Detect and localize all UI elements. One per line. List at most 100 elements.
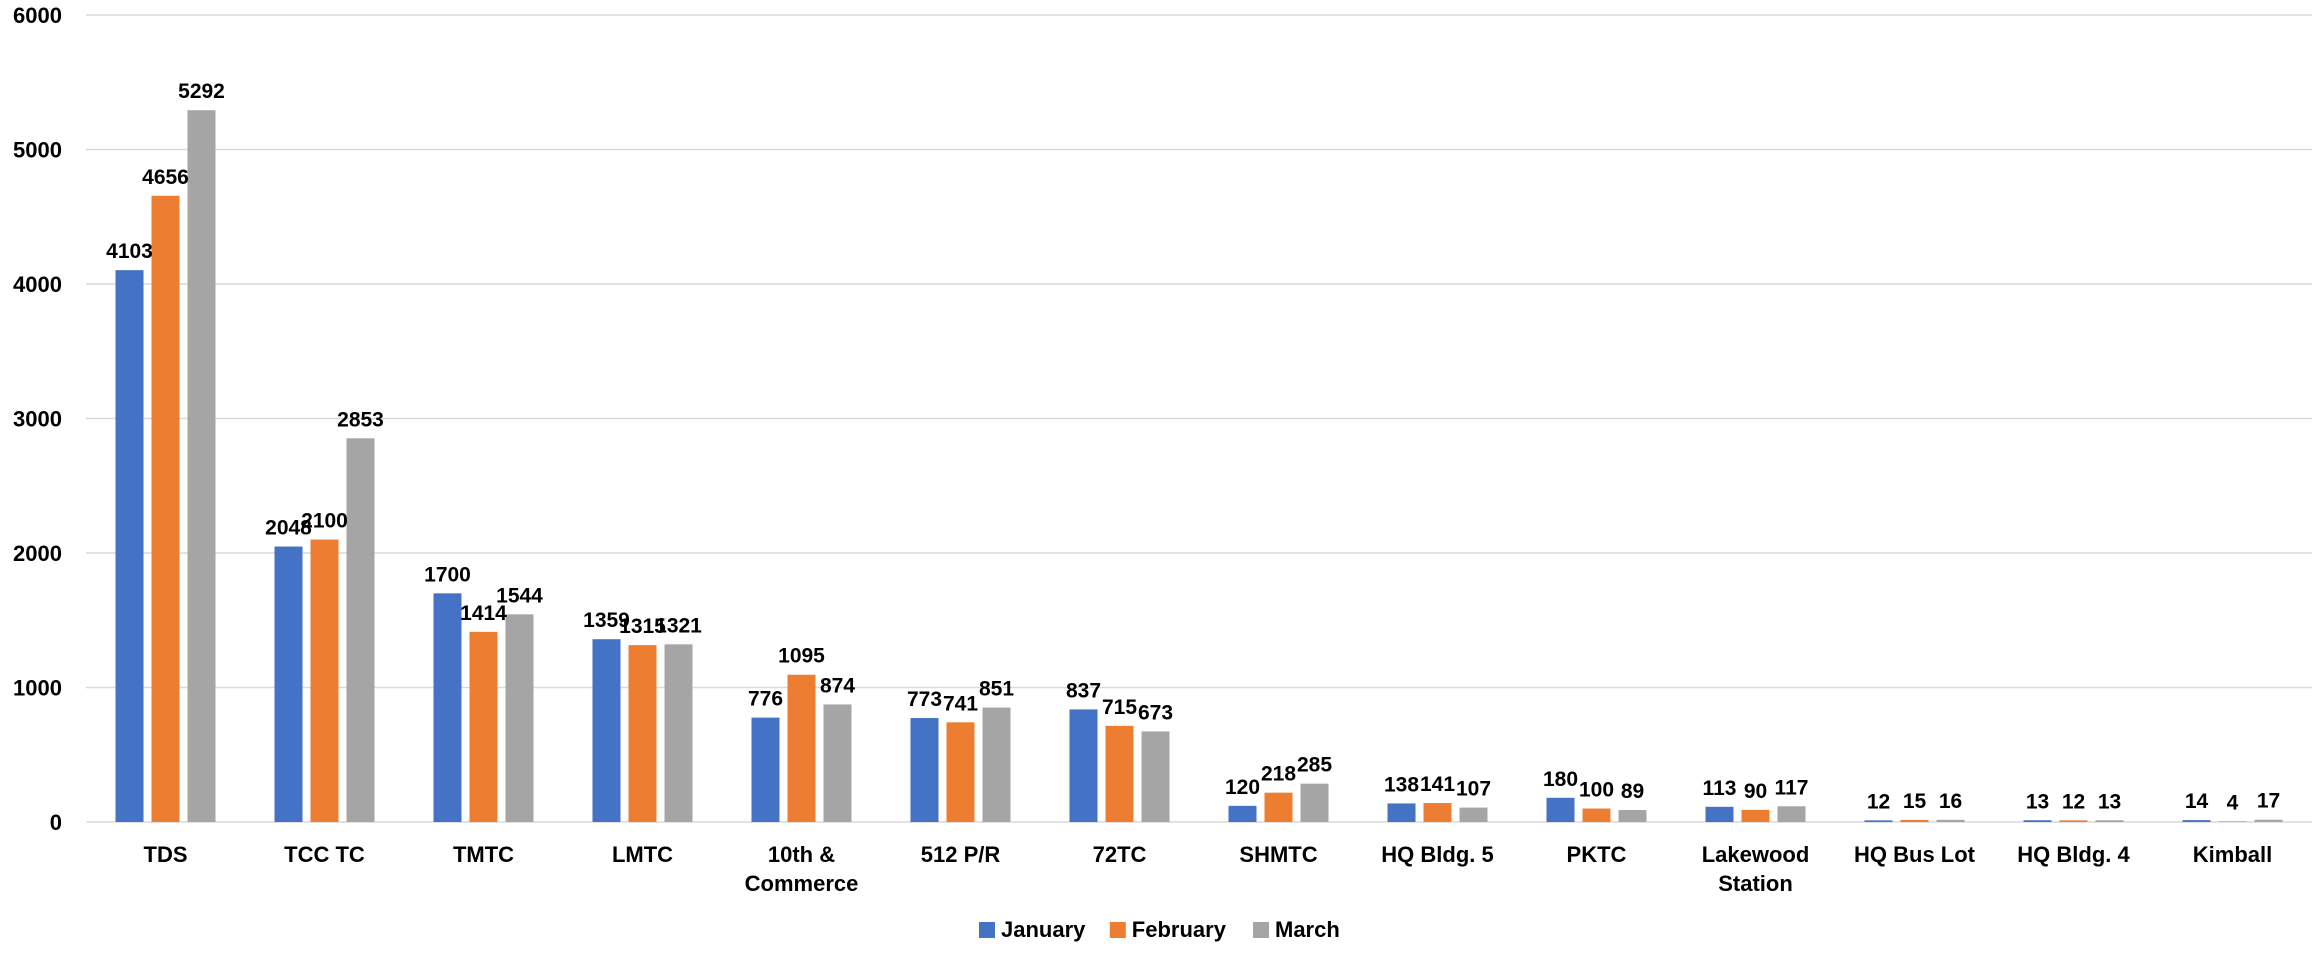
- y-tick-label: 6000: [13, 3, 62, 28]
- category-label: TDS: [144, 842, 188, 867]
- bar-march: [1300, 783, 1329, 822]
- bar-january: [1387, 803, 1416, 822]
- data-label: 776: [748, 688, 783, 711]
- legend-swatch-february: [1109, 922, 1126, 938]
- data-label: 89: [1621, 780, 1644, 803]
- category-label: Commerce: [745, 871, 859, 896]
- category-label: Lakewood: [1702, 842, 1810, 867]
- data-label: 1095: [778, 645, 825, 668]
- data-label: 1359: [583, 609, 630, 632]
- category-label: TMTC: [453, 842, 514, 867]
- data-label: 1321: [655, 614, 702, 637]
- bar-march: [1459, 807, 1488, 822]
- data-label: 1700: [424, 563, 471, 586]
- legend-swatch-january: [979, 922, 995, 938]
- bar-february: [2218, 821, 2247, 822]
- bar-february: [1741, 809, 1770, 822]
- bar-february: [787, 674, 816, 822]
- bar-january: [1228, 805, 1257, 822]
- bar-february: [1423, 803, 1452, 822]
- bar-february: [946, 722, 975, 822]
- data-label: 285: [1297, 754, 1332, 777]
- category-label: 10th &: [768, 842, 835, 867]
- legend-label-february: February: [1132, 917, 1227, 942]
- bar-february: [1264, 792, 1293, 822]
- data-label: 4656: [142, 166, 189, 189]
- y-tick-label: 0: [50, 810, 62, 835]
- data-label: 90: [1744, 780, 1767, 803]
- gridlines: [86, 14, 2312, 823]
- bar-march: [1141, 731, 1170, 822]
- data-label: 837: [1066, 679, 1101, 702]
- bar-january: [433, 593, 462, 822]
- data-label: 673: [1138, 701, 1173, 724]
- data-label: 2853: [337, 408, 384, 431]
- bar-january: [2023, 820, 2052, 822]
- data-label: 180: [1543, 768, 1578, 791]
- category-label: HQ Bldg. 5: [1381, 842, 1493, 867]
- category-label: SHMTC: [1239, 842, 1317, 867]
- legend-label-march: March: [1275, 917, 1340, 942]
- bar-february: [1900, 819, 1929, 822]
- data-label: 5292: [178, 80, 225, 103]
- y-tick-label: 1000: [13, 676, 62, 701]
- y-tick-label: 3000: [13, 407, 62, 432]
- bar-january: [1546, 797, 1575, 822]
- y-axis-ticks: 0 1000 2000 3000 4000 5000 6000: [13, 3, 62, 835]
- data-label: 120: [1225, 776, 1260, 799]
- bar-february: [310, 539, 339, 822]
- bar-february: [2059, 820, 2088, 822]
- data-label: 113: [1703, 777, 1737, 800]
- bar-march: [664, 644, 693, 822]
- data-label: 715: [1102, 696, 1137, 719]
- data-label: 141: [1420, 773, 1455, 796]
- data-label: 13: [2026, 790, 2049, 813]
- category-label: 72TC: [1093, 842, 1147, 867]
- data-label: 4103: [106, 240, 153, 263]
- bar-march: [346, 438, 375, 822]
- bar-march: [187, 110, 216, 822]
- bar-february: [1582, 808, 1611, 822]
- category-label: Station: [1718, 871, 1793, 896]
- data-label: 100: [1579, 779, 1614, 802]
- bar-january: [115, 270, 144, 823]
- bar-january: [1069, 709, 1098, 822]
- data-label: 1544: [496, 584, 543, 607]
- y-tick-label: 4000: [13, 272, 62, 297]
- bar-march: [2254, 819, 2283, 822]
- data-label: 1315: [619, 615, 666, 638]
- bar-january: [1705, 806, 1734, 822]
- bar-february: [469, 631, 498, 822]
- legend: January February March: [979, 917, 1340, 942]
- bar-february: [151, 195, 180, 822]
- category-label: LMTC: [612, 842, 673, 867]
- bar-january: [2182, 820, 2211, 822]
- legend-label-january: January: [1001, 917, 1086, 942]
- data-label: 138: [1384, 773, 1419, 796]
- category-label: Kimball: [2193, 842, 2272, 867]
- bar-january: [592, 639, 621, 822]
- data-label: 12: [1867, 790, 1890, 813]
- data-label: 107: [1456, 778, 1491, 801]
- bar-february: [1105, 725, 1134, 822]
- data-label: 14: [2185, 790, 2209, 813]
- data-label: 12: [2062, 790, 2085, 813]
- data-label: 16: [1939, 790, 1962, 813]
- data-label: 117: [1775, 776, 1809, 799]
- data-label: 4: [2227, 791, 2239, 814]
- bar-january: [274, 546, 303, 822]
- data-label: 13: [2098, 790, 2121, 813]
- category-label: PKTC: [1567, 842, 1627, 867]
- data-label: 851: [979, 678, 1014, 701]
- data-label: 741: [943, 692, 978, 715]
- data-labels: 4103465652922048210028531700141415441359…: [106, 80, 2280, 814]
- y-tick-label: 5000: [13, 138, 62, 163]
- bar-march: [1618, 810, 1647, 822]
- legend-swatch-march: [1253, 922, 1269, 938]
- category-label: HQ Bus Lot: [1854, 842, 1976, 867]
- data-label: 2048: [265, 517, 312, 540]
- category-label: TCC TC: [284, 842, 365, 867]
- category-label: 512 P/R: [921, 842, 1001, 867]
